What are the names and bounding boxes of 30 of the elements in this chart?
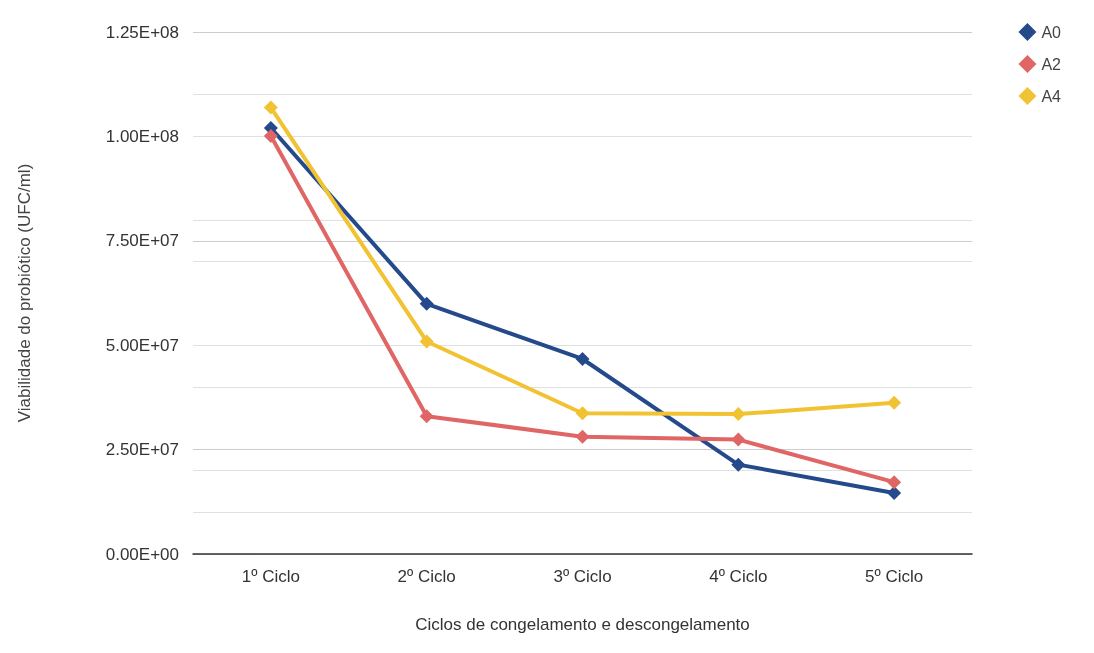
point	[263, 128, 278, 143]
y-tick-label: 2.50E+07	[105, 440, 179, 460]
x-axis-title: Ciclos de congelamento e descongelamento	[415, 615, 750, 634]
y-tick-label: 0.00E+00	[105, 544, 179, 564]
point	[263, 100, 278, 115]
point	[575, 429, 590, 444]
point	[575, 406, 590, 421]
legend-label: A2	[1041, 55, 1062, 73]
x-tick-label: 5º Ciclo	[865, 567, 924, 586]
x-tick-label: 2º Ciclo	[397, 567, 456, 586]
point	[575, 351, 590, 366]
point	[419, 409, 434, 424]
y-tick-label: 5.00E+07	[105, 335, 179, 355]
point	[887, 475, 902, 490]
y-tick-label: 1.25E+08	[105, 22, 179, 42]
x-tick-label: 4º Ciclo	[709, 567, 768, 586]
point	[419, 296, 434, 311]
point	[731, 457, 746, 472]
y-tick-label: 1.00E+08	[105, 126, 179, 146]
point	[731, 407, 746, 422]
point	[887, 395, 902, 410]
point	[419, 334, 434, 349]
legend-label: A4	[1041, 87, 1062, 105]
x-tick-label: 3º Ciclo	[553, 567, 612, 586]
y-tick-label: 7.50E+07	[105, 231, 179, 251]
x-tick-label: 1º Ciclo	[241, 567, 300, 586]
point	[887, 486, 902, 501]
point	[731, 432, 746, 447]
y-axis-title: Viabilidade do probiótico (UFC/ml)	[15, 163, 34, 423]
legend-label: A0	[1041, 23, 1062, 41]
